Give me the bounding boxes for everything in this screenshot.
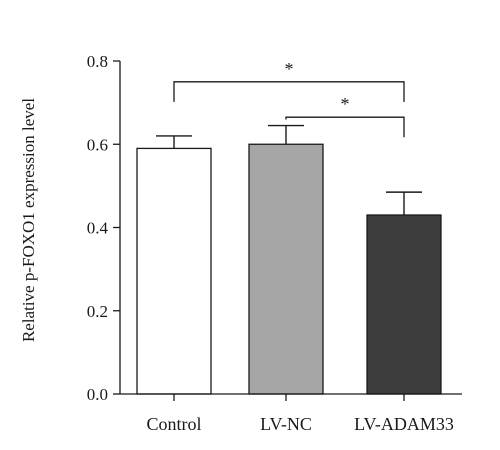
- y-tick-label: 0.4: [87, 219, 109, 238]
- x-axis: Control LV-NC LV-ADAM33: [120, 393, 462, 434]
- significance-bracket: [285, 116, 405, 138]
- y-tick-label: 0.2: [87, 302, 108, 321]
- y-axis-title: Relative p-FOXO1 expression level: [19, 98, 38, 342]
- error-bars-group: [156, 124, 422, 216]
- y-tick-label: 0.8: [87, 52, 108, 71]
- y-tick-label: 0.6: [87, 135, 108, 154]
- y-axis: 0.0 0.2 0.4 0.6 0.8: [87, 52, 121, 404]
- significance-brackets: **: [173, 59, 405, 138]
- x-tick-label: Control: [146, 414, 201, 434]
- significance-star: *: [341, 94, 350, 114]
- bar-lv-nc: [248, 143, 324, 395]
- y-tick-label: 0.0: [87, 385, 108, 404]
- significance-star: *: [285, 59, 294, 79]
- bars-group: [136, 143, 442, 395]
- x-tick-label: LV-NC: [260, 414, 312, 434]
- x-tick-label: LV-ADAM33: [354, 414, 454, 434]
- significance-bracket: [173, 81, 405, 102]
- bar-lv-adam33: [366, 214, 442, 395]
- bar-control: [136, 147, 212, 395]
